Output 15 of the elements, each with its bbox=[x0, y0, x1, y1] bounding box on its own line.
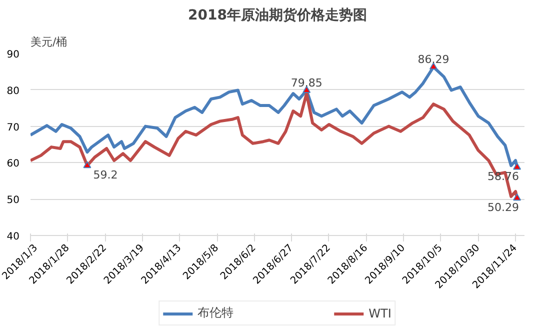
annotation: 59.2 bbox=[93, 168, 118, 182]
point bbox=[513, 162, 522, 170]
annotation: 86.29 bbox=[418, 53, 450, 66]
y-tick-label: 60 bbox=[6, 158, 20, 170]
annotation: 79.85 bbox=[290, 76, 322, 90]
y-tick-label: 40 bbox=[6, 232, 20, 242]
y-tick-label: 70 bbox=[6, 122, 20, 134]
legend-label: WTI bbox=[368, 306, 392, 320]
y-axis-title: 美元/桶 bbox=[30, 36, 68, 48]
legend-label: 布伦特 bbox=[198, 304, 234, 322]
y-tick-label: 90 bbox=[6, 50, 20, 60]
chart-title: 2018年原油期货价格走势图 bbox=[188, 8, 367, 24]
annotation: 50.29 bbox=[488, 201, 520, 214]
y-tick-label: 50 bbox=[6, 195, 20, 206]
y-tick-label: 80 bbox=[6, 86, 20, 97]
